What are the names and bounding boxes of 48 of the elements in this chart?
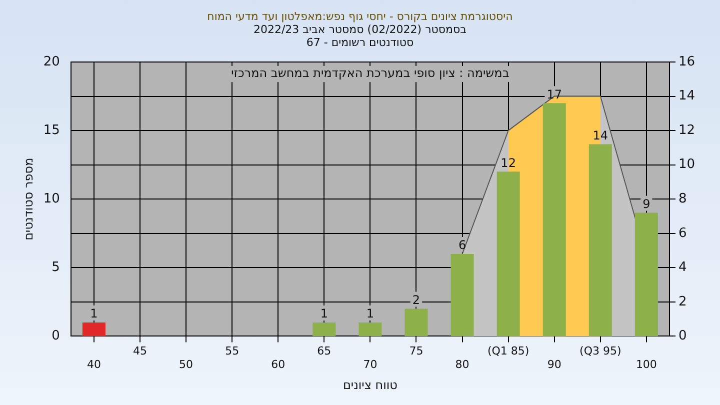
chart-subtitle: בסמסטר (02/2022) סמסטר אביב 2022/23 סטודנטים רשומים - 67 (252, 23, 468, 49)
bar (404, 308, 428, 336)
y2-tick-label: 4 (678, 260, 687, 276)
x-tick-label: 60 (271, 358, 286, 371)
bar (496, 172, 520, 336)
data-label: 1 (90, 306, 98, 321)
y2-tick-label: 16 (678, 54, 696, 70)
data-label: 2 (412, 292, 420, 307)
y2-tick-label: 0 (678, 328, 687, 344)
y-tick-label: 5 (52, 260, 60, 276)
y2-tick-label: 8 (678, 191, 687, 206)
x-tick-label: 65 (317, 344, 332, 358)
bar (542, 103, 566, 336)
x-tick-label: 45 (133, 344, 147, 358)
data-label: 1 (320, 306, 328, 321)
data-label: 12 (500, 156, 516, 170)
x-axis-title: טווח ציונים (342, 378, 398, 392)
y2-tick-label: 6 (678, 226, 687, 241)
bar (450, 254, 474, 336)
y-tick-label: 20 (43, 54, 60, 70)
x-tick-label: 70 (363, 358, 378, 371)
bar (82, 322, 106, 336)
y-axis-title: מספר סטודנטים (21, 158, 36, 240)
x-tick-label: 75 (409, 344, 424, 358)
y2-tick-label: 14 (678, 88, 696, 104)
x-tick-label: 90 (547, 358, 562, 371)
data-label: 6 (458, 238, 466, 252)
x-tick-label: 50 (179, 358, 194, 371)
data-label: 9 (642, 196, 650, 211)
bar (312, 322, 336, 336)
bar (588, 144, 612, 336)
x-tick-label: 100 (636, 358, 657, 371)
x-tick-label: (Q1 85) (487, 344, 530, 358)
x-tick-label: 55 (225, 344, 240, 358)
x-tick-label: 80 (455, 358, 470, 371)
chart-title: היסטוגרמת ציונים בקורס - יחסי גוף נפש:מאפלטון ועד מדעי המוח (206, 10, 514, 23)
data-label: 1 (366, 306, 374, 321)
x-tick-label: (Q3 95) (580, 344, 622, 358)
y-tick-label: 0 (52, 328, 60, 344)
annotation: במשימה : ציון סופי במערכת האקדמית במחשב המרכזי (231, 66, 510, 80)
bar (358, 322, 382, 336)
x-tick-label: 40 (86, 358, 101, 371)
y-tick-label: 10 (43, 191, 60, 206)
y2-tick-label: 2 (678, 294, 687, 310)
y-tick-label: 15 (43, 122, 60, 138)
y2-tick-label: 10 (678, 157, 696, 172)
y2-tick-label: 12 (678, 122, 696, 138)
bar (634, 212, 658, 336)
